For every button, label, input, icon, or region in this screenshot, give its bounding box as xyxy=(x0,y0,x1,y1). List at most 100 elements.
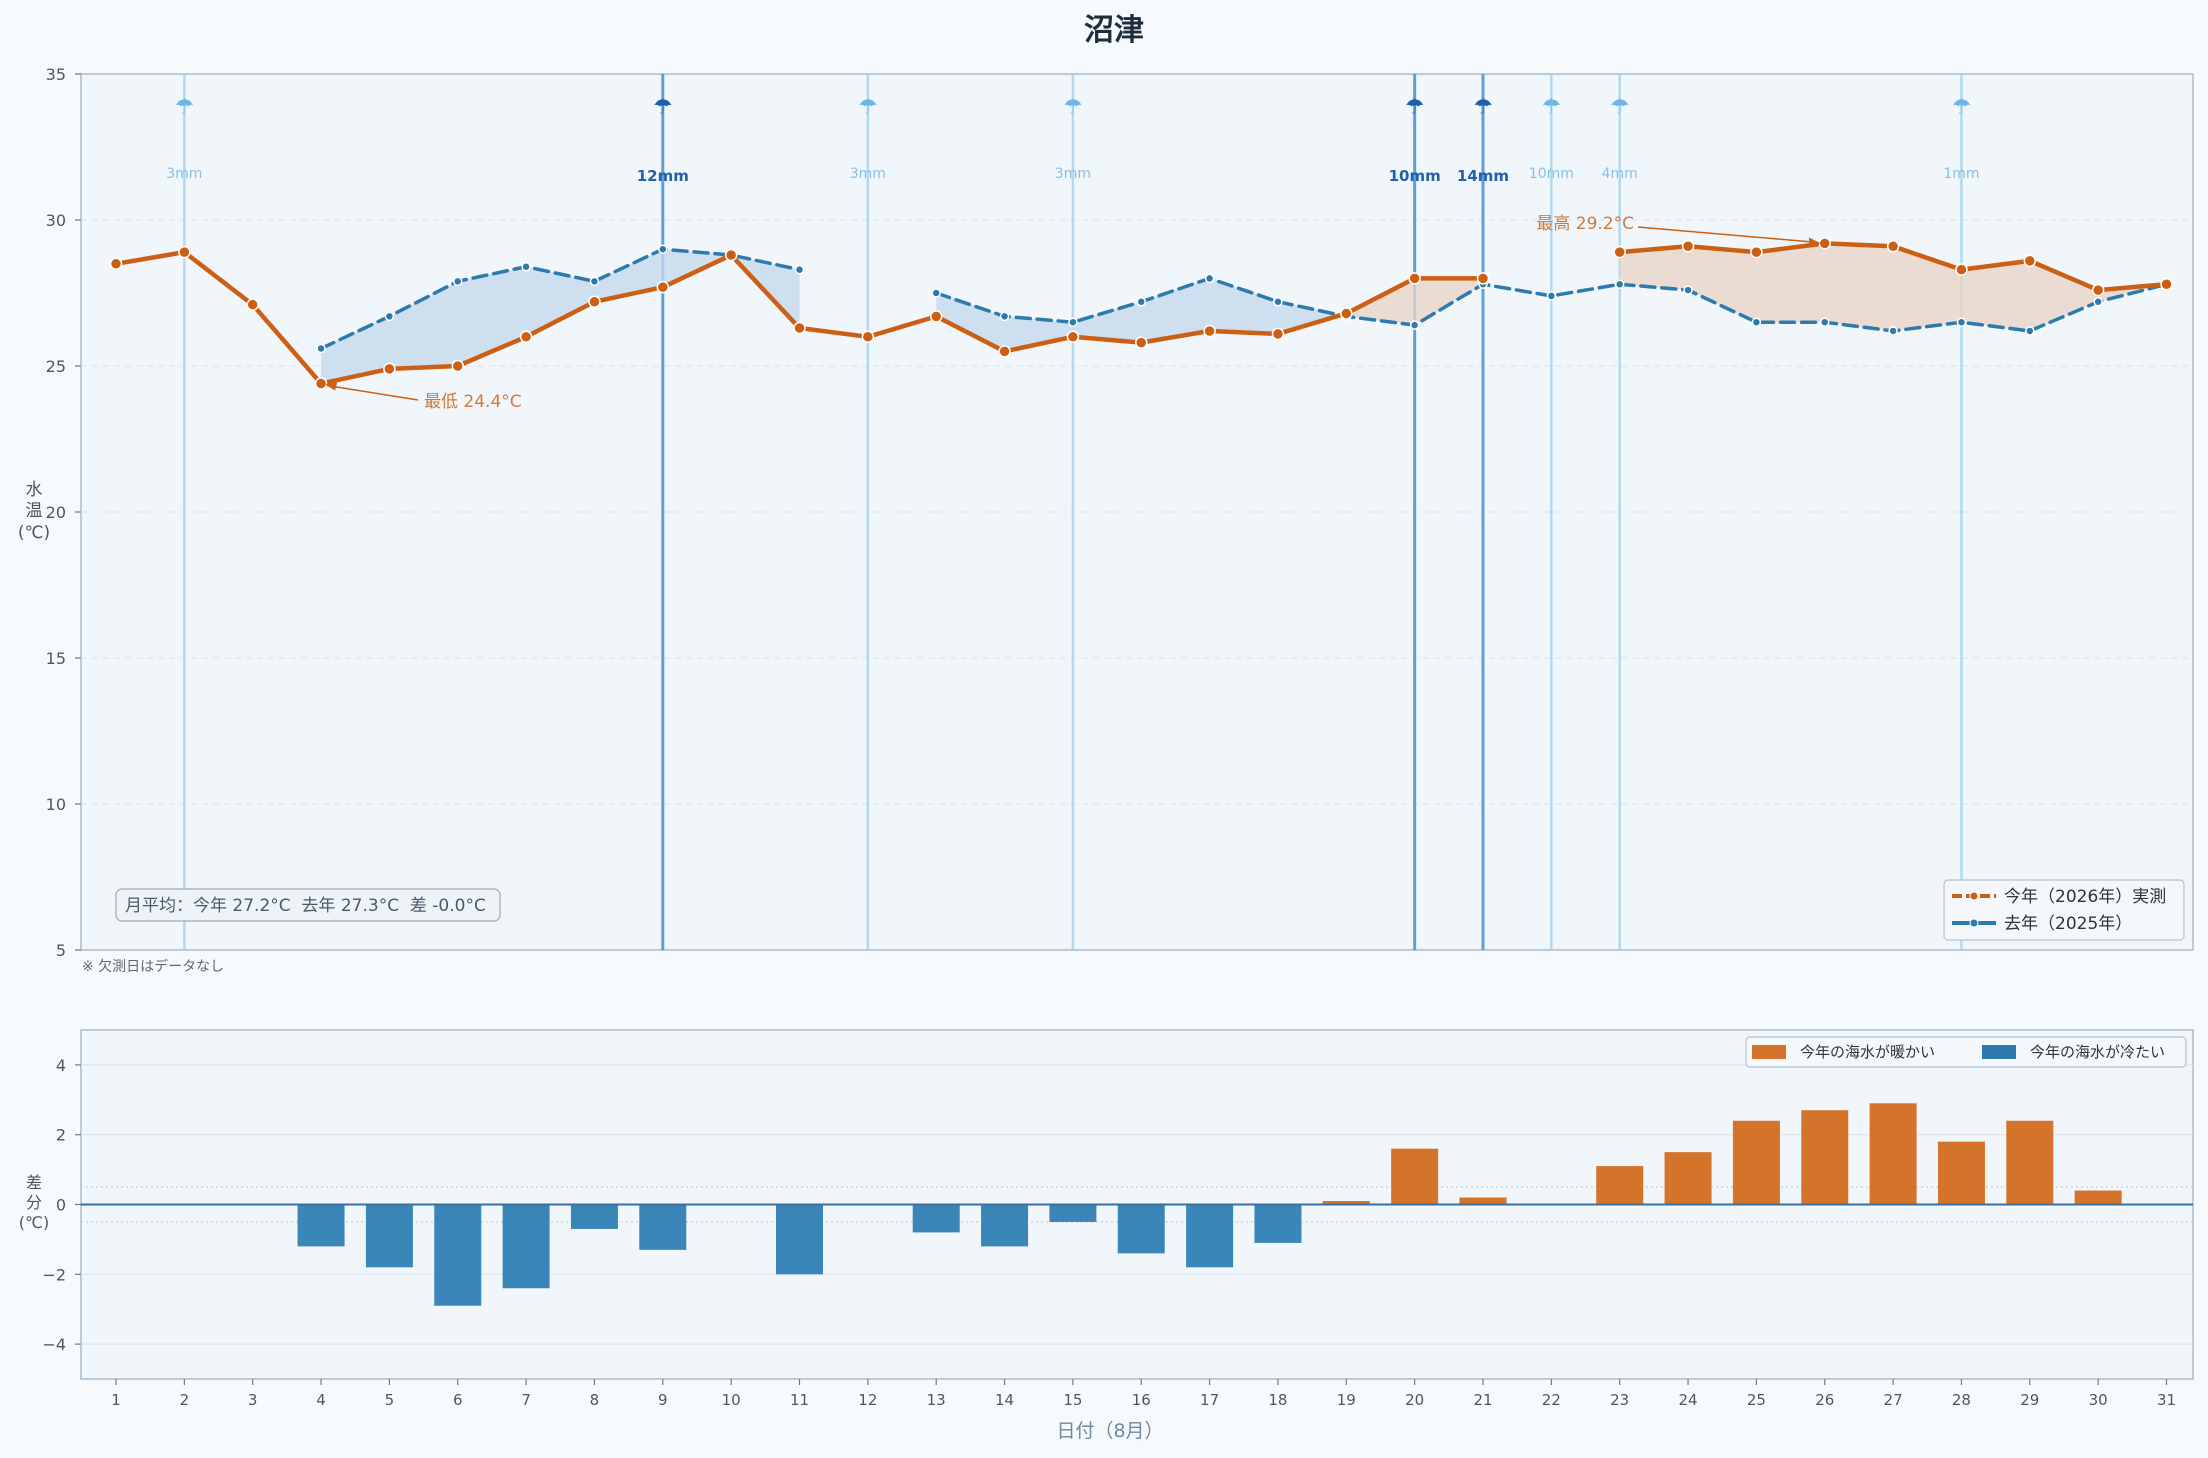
x-tick-label: 28 xyxy=(1952,1391,1971,1409)
data-point xyxy=(109,257,123,271)
data-point xyxy=(451,359,464,373)
cold-fill xyxy=(1209,278,1278,334)
data-point xyxy=(1068,317,1078,327)
rain-amount-label: 3mm xyxy=(850,166,886,182)
y-tick-label: 35 xyxy=(46,65,66,84)
legend-last-year: 去年（2025年） xyxy=(2004,914,2132,934)
data-point xyxy=(1681,240,1695,253)
annotation-arrow xyxy=(1637,226,1817,244)
data-point xyxy=(1683,285,1693,295)
warm-fill xyxy=(1688,246,1757,323)
data-point xyxy=(1955,263,1968,276)
diff-y-label-1: 差 xyxy=(26,1173,42,1192)
diff-y-label-2: 分 xyxy=(26,1193,42,1212)
y-tick-label: 10 xyxy=(46,795,66,814)
rain-amount-label: 10mm xyxy=(1529,166,1574,182)
diff-bars xyxy=(81,1103,2193,1306)
data-point xyxy=(383,362,396,376)
data-point xyxy=(589,276,600,287)
cold-fill xyxy=(1141,278,1210,343)
data-point xyxy=(1203,324,1216,338)
diff-bar xyxy=(1596,1166,1644,1205)
y-tick-label: 15 xyxy=(46,649,66,668)
data-point xyxy=(1820,317,1830,327)
max-annotation: 最高 29.2°C xyxy=(1536,214,1634,234)
rain-amount-label: 1mm xyxy=(1943,166,1979,182)
temperature-y-label-2: 温 xyxy=(26,501,43,521)
data-point xyxy=(2025,326,2035,336)
diff-bar xyxy=(776,1204,823,1275)
cold-fill xyxy=(457,266,527,366)
data-point xyxy=(1204,273,1215,284)
x-tick-label: 10 xyxy=(722,1391,741,1409)
x-tick-label: 2 xyxy=(180,1391,190,1409)
x-tick-label: 14 xyxy=(995,1391,1014,1409)
data-point xyxy=(1340,307,1353,320)
diff-bar xyxy=(1459,1197,1507,1205)
data-point xyxy=(1613,245,1626,259)
diff-bar xyxy=(434,1204,482,1306)
diff-y-axis: −4 −2 0 2 4 xyxy=(42,1056,81,1354)
diff-bar xyxy=(1937,1141,1985,1205)
this-year-series xyxy=(109,237,2173,390)
data-point xyxy=(521,261,531,272)
data-point xyxy=(1476,272,1490,285)
rain-amount-label: 4mm xyxy=(1602,166,1638,182)
x-tick-label: 29 xyxy=(2020,1391,2039,1409)
x-tick-label: 25 xyxy=(1747,1391,1766,1409)
diff-bar xyxy=(912,1204,960,1233)
min-annotation: 最低 24.4°C xyxy=(424,392,522,412)
data-point xyxy=(794,264,805,275)
rain-amount-label: 14mm xyxy=(1457,167,1509,185)
diff-bar xyxy=(365,1204,413,1268)
data-point xyxy=(2093,297,2103,307)
diff-bar xyxy=(2074,1190,2122,1205)
x-tick-label: 11 xyxy=(790,1391,809,1409)
data-point xyxy=(1066,330,1080,344)
umbrella-icon: ☂ xyxy=(1405,95,1425,120)
x-tick-label: 18 xyxy=(1268,1391,1287,1409)
diff-y-label-3: (℃) xyxy=(19,1213,49,1232)
warm-fill xyxy=(1961,260,2030,331)
monthly-average-text: 月平均：今年 27.2°C 去年 27.3°C 差 -0.0°C xyxy=(125,896,486,916)
rain-amount-label: 10mm xyxy=(1389,167,1441,185)
umbrella-icon: ☂ xyxy=(1610,95,1630,120)
legend-this-year: 今年（2026年）実測 xyxy=(2004,887,2166,907)
annotation-arrow xyxy=(326,384,419,401)
data-point xyxy=(1614,279,1625,289)
data-point xyxy=(316,343,326,354)
data-point xyxy=(724,248,738,262)
missing-data-note: ※ 欠測日はデータなし xyxy=(82,958,224,975)
data-point xyxy=(999,311,1010,322)
x-tick-label: 17 xyxy=(1200,1391,1219,1409)
arrow-head xyxy=(325,382,338,391)
chart-title: 沼津 xyxy=(1084,13,1144,48)
data-point xyxy=(1886,240,1900,253)
data-point xyxy=(1751,317,1762,327)
data-point xyxy=(1135,336,1148,349)
data-point xyxy=(1546,291,1557,301)
warm-fill xyxy=(1346,278,1415,326)
day-x-axis: 1 2 3 4 5 6 7 8 9 10 11 12 13 14 15 16 17 18 19 20 21 22 23 24 2… xyxy=(111,1379,2176,1409)
legend-warm: 今年の海水が暖かい xyxy=(1800,1043,1935,1061)
diff-bar xyxy=(1664,1152,1712,1205)
warm-fill xyxy=(1824,243,1894,331)
x-tick-label: 31 xyxy=(2157,1391,2176,1409)
monthly-average-box xyxy=(115,888,501,922)
diff-bar xyxy=(1869,1103,1917,1205)
data-point xyxy=(1273,297,1283,307)
series-line xyxy=(319,247,802,351)
y-tick-label: 0 xyxy=(56,1196,66,1215)
temperature-y-label-1: 水 xyxy=(26,480,43,500)
data-point xyxy=(178,245,191,259)
x-tick-label: 4 xyxy=(316,1391,326,1409)
data-point xyxy=(2160,277,2173,291)
data-point xyxy=(588,295,601,309)
x-tick-label: 20 xyxy=(1405,1391,1424,1409)
temperature-legend: 今年（2026年）実測 去年（2025年） xyxy=(1943,879,2185,941)
umbrella-icon: ☂ xyxy=(858,95,878,120)
warm-fill xyxy=(1619,246,1689,291)
x-tick-label: 1 xyxy=(111,1391,121,1409)
data-point xyxy=(931,288,941,298)
data-point xyxy=(1408,272,1421,285)
